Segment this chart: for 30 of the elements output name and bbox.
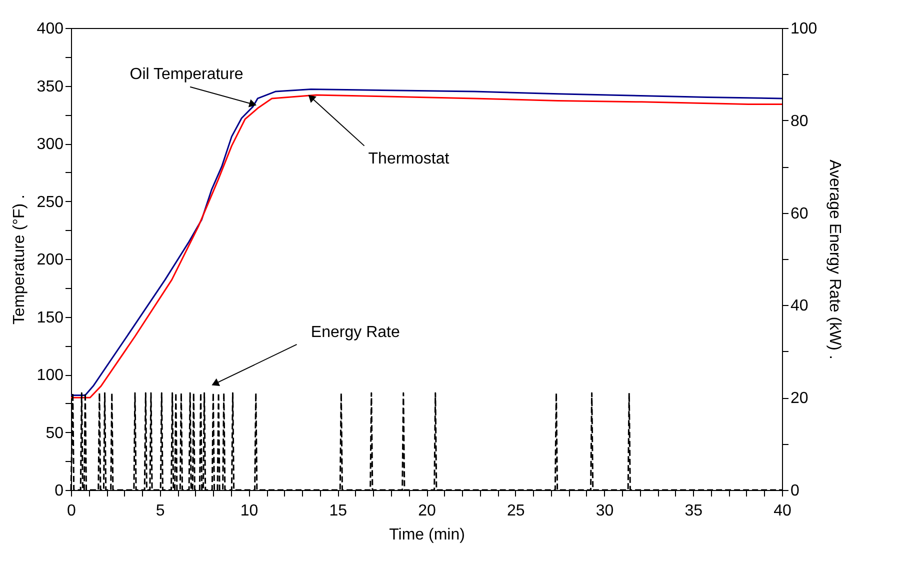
x-tick-label: 15 <box>329 502 348 520</box>
y2-tick-label: 60 <box>790 205 808 222</box>
x-tick-label: 10 <box>240 502 258 520</box>
y-tick-label: 200 <box>36 252 64 268</box>
y-tick-label: 350 <box>36 78 64 96</box>
x-tick-label: 30 <box>596 502 614 520</box>
x-tick-label: 5 <box>156 502 165 520</box>
y-tick-label: 400 <box>36 20 64 38</box>
x-axis-title: Time (min) <box>389 526 465 544</box>
x-tick-label: 0 <box>67 502 76 520</box>
x-tick-label: 40 <box>774 502 792 520</box>
y-tick-label: 150 <box>36 309 64 326</box>
y2-tick-label: 0 <box>790 482 800 500</box>
y-tick-label: 300 <box>36 136 64 153</box>
x-tick-label: 20 <box>418 502 436 520</box>
y-tick-label: 100 <box>36 367 64 384</box>
annotation: Thermostat <box>368 150 450 168</box>
x-tick-label: 35 <box>684 502 703 520</box>
annotation: Oil Temperature <box>130 66 244 84</box>
y-tick-label: 50 <box>46 424 64 442</box>
y-tick-label: 250 <box>36 194 64 211</box>
y2-tick-label: 100 <box>790 20 818 38</box>
y2-tick-label: 20 <box>790 390 808 408</box>
y2-axis-title: Average Energy Rate (kW) . <box>826 160 844 360</box>
y-tick-label: 0 <box>54 482 64 500</box>
y-axis-title: Temperature (°F) . <box>10 194 28 324</box>
x-tick-label: 25 <box>506 502 525 520</box>
y2-tick-label: 40 <box>790 298 808 315</box>
annotation: Energy Rate <box>310 324 400 341</box>
y2-tick-label: 80 <box>790 112 808 130</box>
